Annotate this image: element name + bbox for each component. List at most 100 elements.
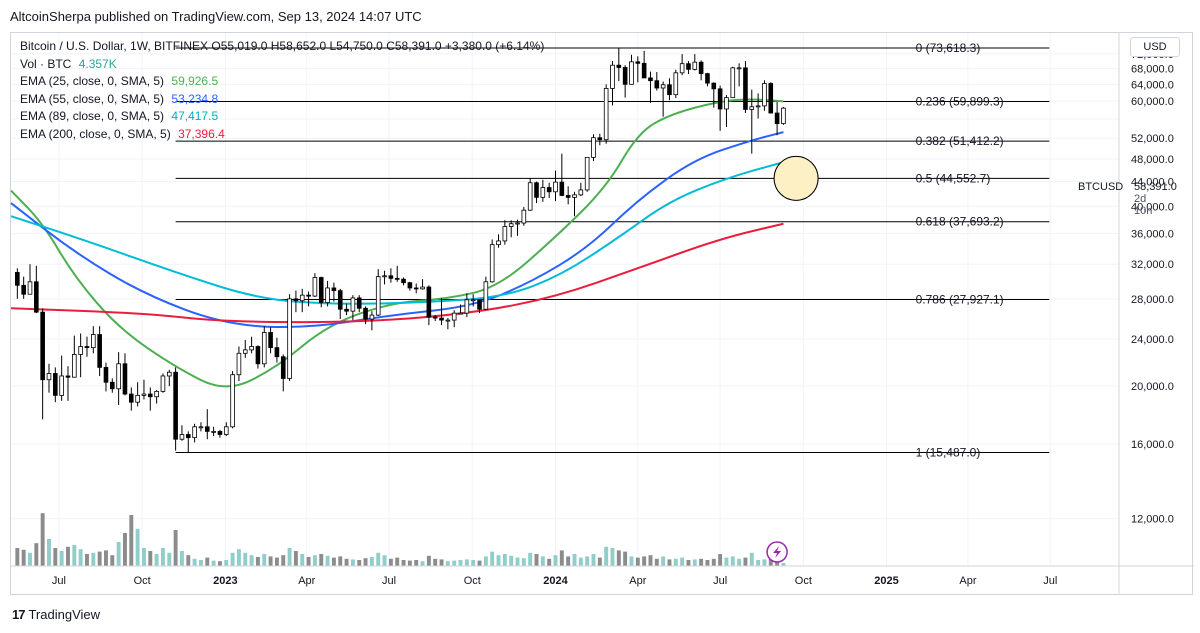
volume-bar bbox=[148, 551, 153, 566]
volume-bar bbox=[376, 552, 381, 566]
candle-up bbox=[464, 299, 470, 314]
candle-up bbox=[141, 393, 147, 396]
candle-down bbox=[432, 316, 438, 319]
candle-up bbox=[521, 209, 527, 224]
volume-bar bbox=[123, 533, 127, 566]
volume-bar bbox=[502, 554, 507, 566]
ema-row-25[interactable]: EMA (25, close, 0, SMA, 5) 59,926.5 bbox=[20, 73, 544, 91]
candle-up bbox=[223, 426, 229, 435]
candle-down bbox=[293, 298, 299, 302]
ema-label: EMA (25, close, 0, SMA, 5) bbox=[20, 74, 165, 88]
ema-value: 47,417.5 bbox=[171, 109, 219, 123]
volume-bar bbox=[21, 549, 26, 566]
candle-up bbox=[192, 426, 197, 439]
volume-bar bbox=[585, 556, 590, 566]
candle-down bbox=[705, 73, 710, 84]
fib-level-label: 0 (73,618.3) bbox=[916, 41, 981, 55]
price-tick-label: 68,000.0 bbox=[1131, 64, 1174, 76]
candle-down bbox=[173, 371, 178, 440]
candle-up bbox=[692, 61, 698, 70]
volume-bar bbox=[711, 558, 716, 566]
volume-bar bbox=[287, 548, 292, 566]
highlight-circle bbox=[773, 155, 819, 201]
candle-down bbox=[268, 332, 273, 349]
volume-bar bbox=[78, 549, 83, 566]
volume-bar bbox=[534, 554, 539, 566]
candle-up bbox=[382, 275, 387, 278]
candle-down bbox=[641, 62, 647, 79]
volume-bar bbox=[648, 555, 653, 566]
volume-bar bbox=[15, 548, 20, 566]
candle-up bbox=[420, 286, 425, 290]
candle-down bbox=[635, 61, 641, 64]
candle-up bbox=[736, 67, 742, 70]
volume-row: Vol · BTC 4.357K bbox=[20, 56, 544, 74]
volume-bar bbox=[369, 557, 374, 566]
tradingview-wordmark: TradingView bbox=[28, 607, 101, 622]
volume-bar bbox=[718, 554, 723, 566]
volume-bar bbox=[243, 552, 248, 566]
volume-bar bbox=[781, 563, 786, 566]
time-tick-label: Oct bbox=[464, 575, 481, 587]
volume-bar bbox=[401, 560, 406, 566]
chart-frame bbox=[10, 32, 1193, 595]
ema-row-89[interactable]: EMA (89, close, 0, SMA, 5) 47,417.5 bbox=[20, 108, 544, 126]
volume-bar bbox=[129, 515, 134, 566]
time-tick-label: Jul bbox=[52, 575, 66, 587]
symbol-line: Bitcoin / U.S. Dollar, 1W, BITFINEX O55,… bbox=[20, 39, 545, 53]
volume-bar bbox=[135, 528, 140, 566]
volume-bar bbox=[458, 560, 463, 566]
volume-bar bbox=[559, 550, 564, 566]
volume-bar bbox=[407, 560, 412, 566]
volume-bar bbox=[186, 555, 191, 566]
price-tick-label: 12,000.0 bbox=[1131, 514, 1174, 526]
volume-bar bbox=[173, 530, 178, 566]
candle-up bbox=[375, 276, 381, 316]
ema-row-55[interactable]: EMA (55, close, 0, SMA, 5) 53,234.8 bbox=[20, 91, 544, 109]
price-tick-label: 32,000.0 bbox=[1131, 259, 1174, 271]
candle-down bbox=[546, 187, 552, 193]
candle-down bbox=[255, 346, 261, 365]
volume-bar bbox=[217, 561, 222, 566]
candle-up bbox=[458, 312, 463, 315]
candle-down bbox=[110, 381, 115, 390]
ema-row-200[interactable]: EMA (200, close, 0, SMA, 5) 37,396.4 bbox=[20, 126, 544, 144]
volume-bar bbox=[249, 555, 254, 566]
price-tick-label: 44,000.0 bbox=[1131, 177, 1174, 189]
volume-bar bbox=[47, 539, 51, 566]
volume-bar bbox=[547, 558, 552, 566]
volume-bar bbox=[205, 557, 210, 566]
candle-down bbox=[34, 281, 39, 313]
fib-level-label: 0.382 (51,412.2) bbox=[916, 134, 1004, 148]
candle-up bbox=[116, 363, 121, 390]
ema-value: 37,396.4 bbox=[178, 126, 225, 141]
price-tick-label: 64,000.0 bbox=[1131, 79, 1174, 91]
ema-200-line bbox=[10, 222, 784, 324]
volume-bar bbox=[116, 542, 121, 566]
candle-down bbox=[65, 375, 71, 378]
volume-bar bbox=[319, 554, 324, 566]
ema-label: EMA (200, close, 0, SMA, 5) bbox=[20, 126, 171, 141]
volume-bar bbox=[578, 557, 583, 566]
time-tick-label: Apr bbox=[959, 575, 976, 587]
volume-bar bbox=[198, 560, 203, 566]
price-tick-label: 60,000.0 bbox=[1131, 96, 1174, 108]
ticker-label: BTCUSD bbox=[1078, 181, 1124, 193]
volume-bar bbox=[464, 559, 469, 566]
volume-bar bbox=[445, 561, 450, 566]
candle-up bbox=[749, 106, 755, 110]
volume-bar bbox=[642, 556, 647, 566]
currency-selector[interactable]: USD bbox=[1130, 37, 1180, 57]
volume-bar bbox=[167, 552, 172, 566]
candle-up bbox=[242, 349, 248, 354]
candle-up bbox=[591, 137, 596, 158]
lightning-icon[interactable] bbox=[766, 541, 788, 563]
volume-bar bbox=[724, 557, 729, 566]
candle-up bbox=[179, 434, 185, 440]
candle-up bbox=[445, 319, 451, 322]
candle-up bbox=[261, 332, 267, 365]
volume-bar bbox=[382, 555, 387, 566]
volume-bar bbox=[667, 559, 672, 566]
time-tick-label: Oct bbox=[134, 575, 151, 587]
